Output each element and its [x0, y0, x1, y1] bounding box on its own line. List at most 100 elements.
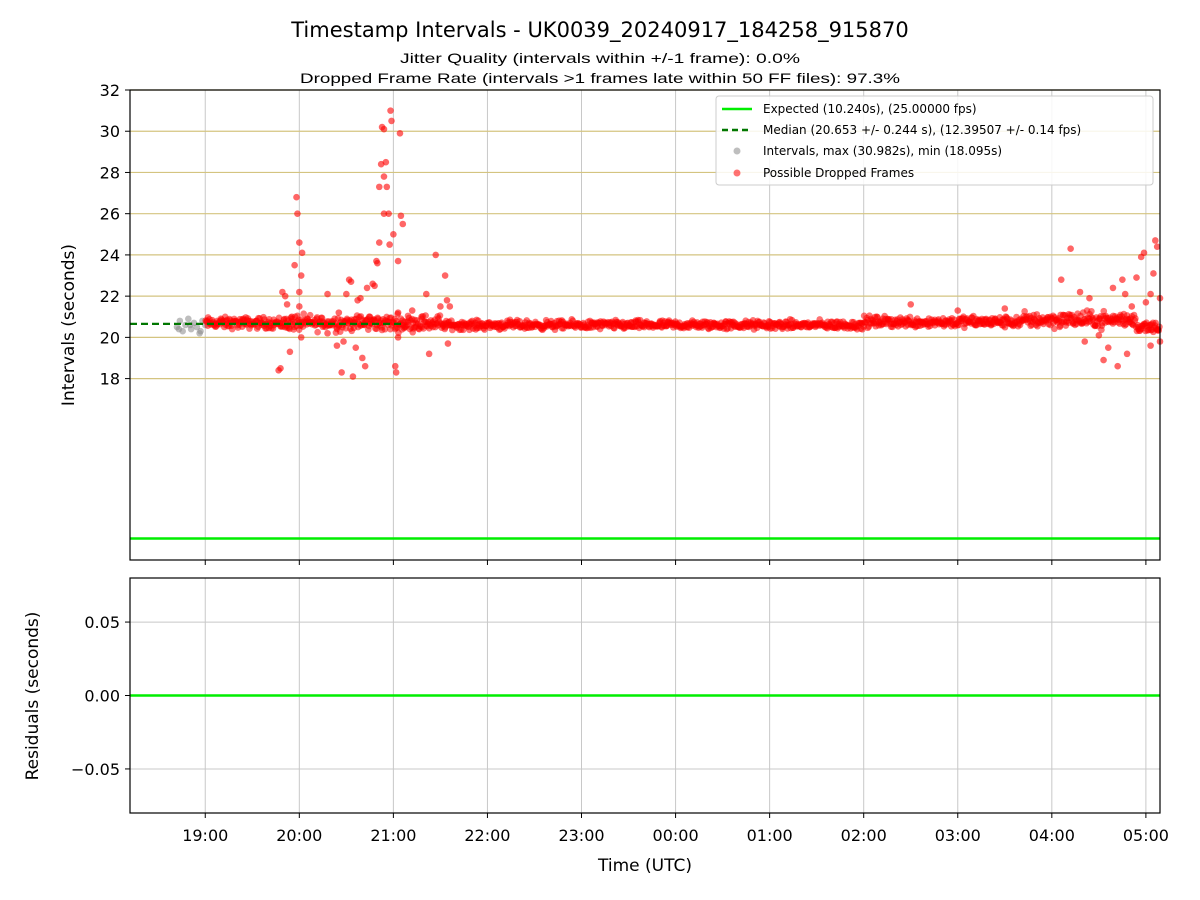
dropped-frame-point — [1114, 362, 1121, 370]
intervals-y-tick-label: 26 — [100, 205, 120, 224]
dropped-frame-point — [380, 173, 388, 180]
dropped-frame-point — [396, 129, 404, 137]
chart-title: Timestamp Intervals - UK0039_20240917_18… — [290, 18, 909, 43]
dropped-frame-point — [375, 183, 383, 191]
dropped-frame-point — [387, 107, 394, 114]
chart-subtitle-dropped: Dropped Frame Rate (intervals >1 frames … — [300, 70, 900, 86]
dropped-frame-point — [382, 158, 390, 166]
intervals-y-tick-label: 20 — [100, 328, 120, 347]
residuals-y-tick-label: −0.05 — [71, 760, 120, 779]
dropped-frame-point — [446, 303, 454, 310]
dropped-frame-point — [432, 251, 440, 259]
dropped-frame-point — [1067, 245, 1074, 253]
dropped-frame-point — [281, 292, 289, 300]
dropped-frame-point — [300, 310, 307, 317]
legend-dropped-swatch — [733, 169, 741, 177]
dropped-frame-point — [1081, 338, 1089, 345]
residuals-y-tick-label: 0.05 — [84, 613, 120, 632]
dropped-frame-point — [394, 334, 402, 341]
dropped-frame-point — [338, 369, 345, 376]
dropped-frame-point — [1001, 305, 1009, 312]
dropped-frame-point — [361, 362, 369, 370]
dropped-frame-point — [423, 290, 430, 298]
dropped-frame-point — [380, 210, 388, 217]
dropped-frame-point — [1147, 290, 1154, 298]
dropped-frame-point — [349, 373, 357, 380]
intervals-frame — [129, 89, 1161, 561]
dropped-frame-point — [1147, 342, 1154, 349]
dropped-frame-point — [374, 259, 381, 267]
dropped-frame-point — [1104, 344, 1112, 351]
dropped-frame-point — [297, 272, 305, 279]
interval-point — [175, 325, 183, 333]
x-tick-label: 22:00 — [464, 826, 510, 845]
residuals-panel: 0.05 0.00 −0.05 19:00 20:00 21:00 22:00 23:00 0… — [23, 577, 1169, 876]
interval-point — [176, 317, 184, 325]
dropped-frame-point — [390, 230, 397, 238]
x-tick-label: 05:00 — [1123, 826, 1169, 845]
intervals-x-ticks — [204, 560, 1147, 565]
dropped-frame-point — [383, 183, 391, 191]
dropped-frame-point — [291, 261, 298, 269]
dropped-frame-point — [408, 307, 416, 314]
x-axis-label: Time (UTC) — [597, 856, 692, 876]
residuals-y-ticks: 0.05 0.00 −0.05 — [71, 613, 130, 779]
intervals-y-tick-label: 28 — [100, 163, 120, 182]
intervals-y-ticks: 18 20 22 24 26 28 30 32 — [100, 81, 130, 389]
dropped-frame-point — [1076, 288, 1084, 296]
dropped-frame-point — [397, 212, 405, 220]
dropped-frame-point — [444, 340, 452, 347]
dropped-frame-point — [286, 348, 294, 356]
dropped-frame-point — [314, 328, 321, 336]
intervals-y-tick-label: 22 — [100, 287, 120, 306]
dropped-frame-point — [1095, 332, 1103, 339]
x-tick-label: 19:00 — [182, 826, 228, 845]
dropped-frame-point — [283, 301, 291, 308]
legend-expected-label: Expected (10.240s), (25.00000 fps) — [763, 102, 977, 116]
dropped-frame-point — [306, 311, 314, 319]
dropped-frame-point — [363, 284, 371, 292]
dropped-frame-point — [371, 282, 378, 290]
legend-box — [715, 95, 1154, 186]
dropped-frame-point — [401, 323, 408, 331]
dropped-frame-point — [352, 344, 360, 351]
intervals-y-tick-label: 18 — [100, 370, 120, 389]
dropped-frame-point — [357, 294, 364, 302]
dropped-frame-point — [443, 296, 451, 304]
dropped-frame-point — [394, 257, 402, 265]
dropped-frame-point — [1086, 294, 1093, 302]
intervals-y-tick-label: 32 — [100, 81, 120, 100]
dropped-frame-point — [297, 334, 305, 341]
x-tick-label: 03:00 — [935, 826, 981, 845]
dropped-frame-point — [1100, 356, 1107, 364]
dropped-frame-point — [1151, 237, 1159, 244]
dropped-frame-point — [1123, 350, 1131, 358]
interval-point — [197, 327, 204, 335]
x-tick-label: 04:00 — [1029, 826, 1075, 845]
dropped-frame-point — [288, 313, 296, 321]
dropped-frame-point — [399, 220, 407, 228]
dropped-frame-point — [392, 369, 400, 376]
dropped-frame-point — [1021, 308, 1028, 315]
dropped-frame-point — [1119, 276, 1126, 283]
x-tick-label: 02:00 — [841, 826, 887, 845]
dropped-frame-point — [293, 193, 300, 201]
legend: Expected (10.240s), (25.00000 fps) Media… — [715, 95, 1154, 186]
dropped-frame-point — [380, 125, 388, 133]
x-tick-label: 01:00 — [747, 826, 793, 845]
dropped-frame-point — [347, 278, 355, 286]
intervals-reference-lines — [130, 322, 1160, 540]
dropped-frame-point — [394, 309, 402, 316]
dropped-frame-point — [333, 342, 341, 349]
legend-median-label: Median (20.653 +/- 0.244 s), (12.39507 +… — [763, 123, 1081, 137]
dropped-frame-point — [228, 325, 236, 333]
dropped-frame-point — [324, 290, 331, 298]
dropped-frame-point — [294, 210, 301, 217]
dropped-frame-point — [366, 313, 374, 321]
dropped-frame-point — [296, 303, 303, 310]
residuals-x-ticks: 19:00 20:00 21:00 22:00 23:00 00:00 01:00 02:00… — [182, 813, 1169, 845]
dropped-frame-point — [1121, 290, 1129, 298]
dropped-frame-point — [340, 338, 347, 345]
residuals-y-axis-label: Residuals (seconds) — [23, 612, 43, 781]
